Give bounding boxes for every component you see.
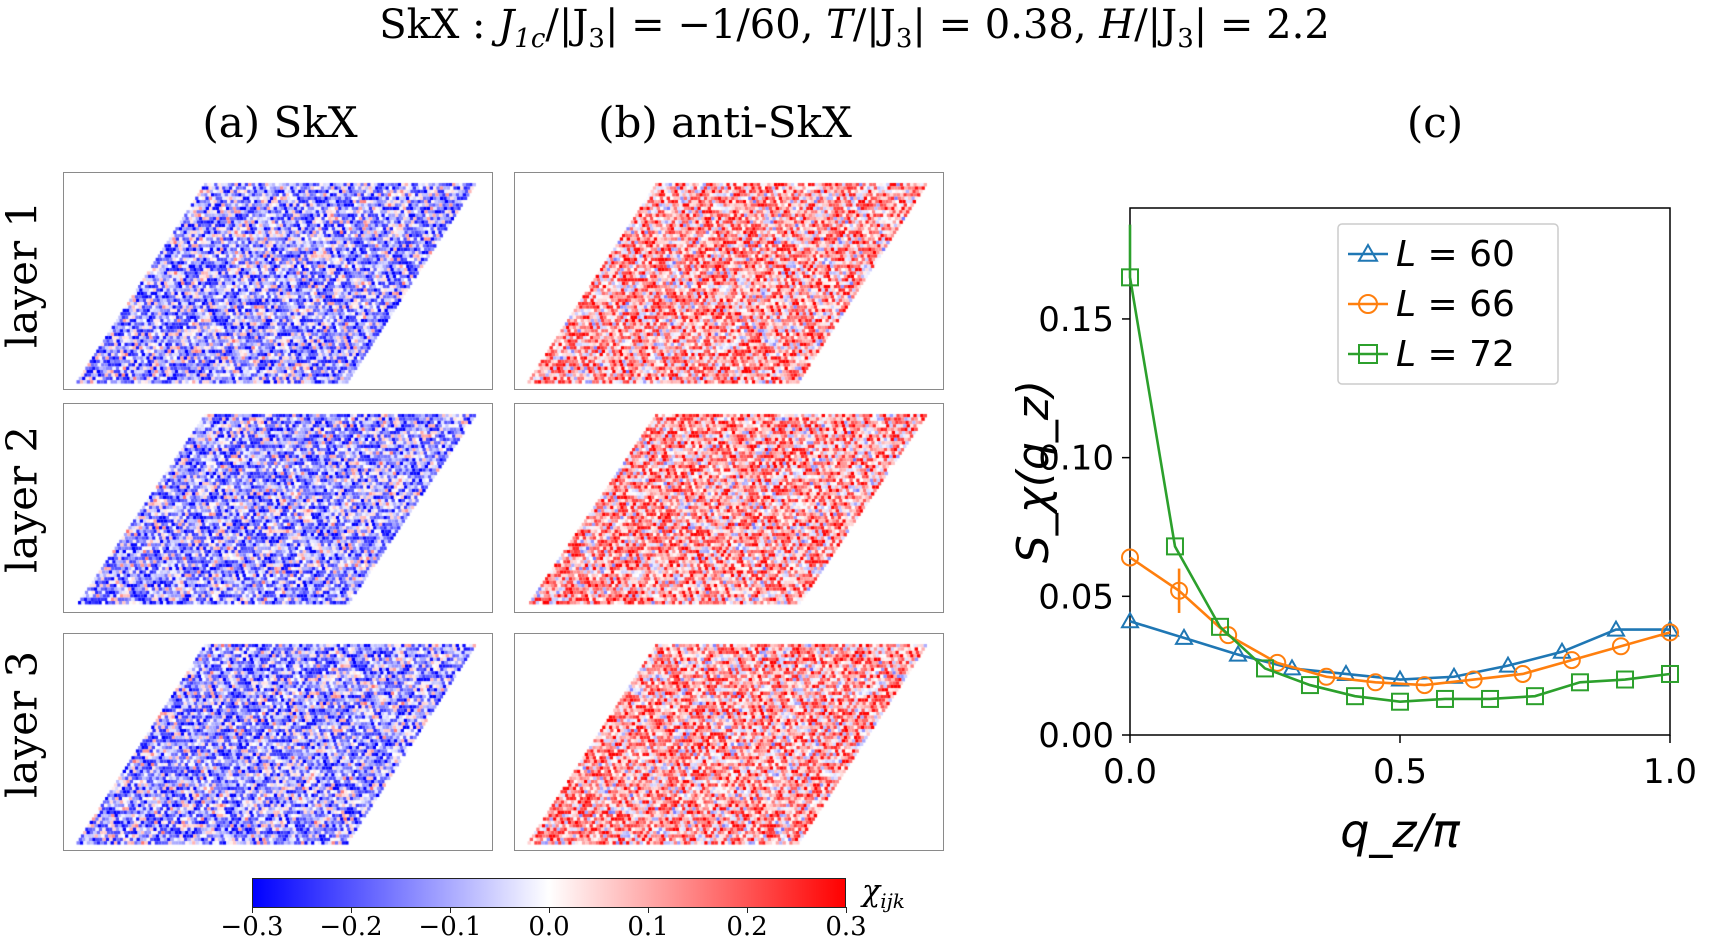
colorbar-tick-mark [252, 907, 253, 913]
colorbar [252, 878, 846, 908]
data-point [1562, 651, 1581, 670]
data-point [1391, 692, 1409, 711]
colorbar-label: χijk [862, 874, 905, 913]
data-point [1211, 617, 1230, 636]
legend-label-var: L [1396, 284, 1416, 325]
y-tick-label: 0.00 [1038, 716, 1114, 756]
data-point [1481, 689, 1500, 708]
data-point [1346, 687, 1365, 706]
y-tick-label: 0.10 [1038, 439, 1114, 479]
colorbar-gradient [253, 879, 845, 907]
x-tick-label: 0.5 [1373, 752, 1427, 792]
data-point [1121, 548, 1139, 567]
data-point [1498, 655, 1518, 673]
data-point [1616, 670, 1635, 689]
series-line [1129, 556, 1671, 687]
x-axis-label: q_z/π [1340, 804, 1461, 858]
legend-label-val: = 66 [1416, 284, 1515, 325]
antiskx-layer-3-map [514, 633, 945, 852]
data-point [1317, 667, 1336, 686]
colorbar-tick-mark [846, 907, 847, 913]
panel-b-label: (b) anti-SkX [598, 98, 852, 147]
data-point [1606, 619, 1626, 637]
data-point [1268, 653, 1287, 672]
legend-label-var: L [1396, 234, 1416, 275]
x-tick-label: 1.0 [1643, 752, 1697, 792]
data-point [1513, 664, 1532, 683]
panel-a-label: (a) SkX [202, 98, 358, 147]
data-point [1526, 687, 1544, 706]
structure-factor-chart: 0.0 0.5 1.0 0.00 0.05 0.10 0.15 q_z/π S_χ(q_z) L … [1008, 207, 1697, 858]
legend-marker [1358, 294, 1378, 314]
skx-layer-3-map [63, 633, 494, 852]
data-point [1415, 676, 1434, 695]
data-point [1390, 669, 1410, 687]
y-axis-label: S_χ(q_z) [1008, 380, 1059, 563]
colorbar-tick-mark [747, 907, 748, 913]
colorbar-tick-label: 0.0 [528, 912, 570, 942]
row-label-layer-3: layer 3 [0, 650, 47, 799]
row-label-layer-2: layer 2 [0, 425, 47, 574]
y-tick-label: 0.15 [1038, 300, 1114, 340]
panel-c-label: (c) [1406, 98, 1464, 147]
data-point [1435, 689, 1454, 708]
skx-layer-1-map [63, 172, 494, 391]
row-label-layer-1: layer 1 [0, 200, 47, 349]
colorbar-tick-mark [450, 907, 451, 913]
data-point [1300, 676, 1319, 695]
figure-title: SkX : J1c/|J3| = −1/60, T/|J3| = 0.38, H… [379, 2, 1330, 54]
series-line [1129, 620, 1670, 681]
data-point [1174, 627, 1194, 645]
colorbar-tick-label: 0.2 [726, 912, 768, 942]
legend-marker [1358, 344, 1378, 364]
data-point [1661, 623, 1679, 642]
legend-label: L = 60 [1396, 234, 1515, 275]
x-tick-label: 0.0 [1103, 752, 1157, 792]
legend-label-val: = 72 [1416, 334, 1515, 375]
y-tick-label: 0.05 [1038, 577, 1114, 617]
colorbar-tick-label: −0.2 [319, 912, 383, 942]
legend-box [1337, 223, 1559, 385]
legend-label-var: L [1396, 334, 1416, 375]
data-point [1170, 581, 1189, 600]
colorbar-tick-label: 0.1 [627, 912, 669, 942]
data-point [1552, 641, 1572, 659]
data-point [1464, 670, 1483, 689]
antiskx-layer-2-map [514, 403, 945, 614]
colorbar-tick-label: 0.3 [825, 912, 867, 942]
legend-label-val: = 60 [1416, 234, 1515, 275]
colorbar-tick-label: −0.3 [220, 912, 284, 942]
data-point [1120, 611, 1140, 629]
legend-label: L = 66 [1396, 284, 1515, 325]
data-point [1660, 619, 1680, 637]
data-point [1661, 664, 1679, 683]
data-point [1570, 673, 1589, 692]
data-point [1366, 673, 1385, 692]
data-point [1611, 637, 1630, 656]
colorbar-tick-label: −0.1 [418, 912, 482, 942]
colorbar-tick-mark [648, 907, 649, 913]
antiskx-layer-1-map [514, 172, 945, 391]
legend-marker [1357, 242, 1379, 262]
data-point [1165, 537, 1184, 556]
legend-label: L = 72 [1396, 334, 1515, 375]
data-point [1228, 644, 1248, 662]
skx-layer-2-map [63, 403, 494, 614]
colorbar-tick-mark [351, 907, 352, 913]
data-point [1256, 659, 1274, 678]
colorbar-tick-mark [549, 907, 550, 913]
data-point [1121, 268, 1139, 287]
